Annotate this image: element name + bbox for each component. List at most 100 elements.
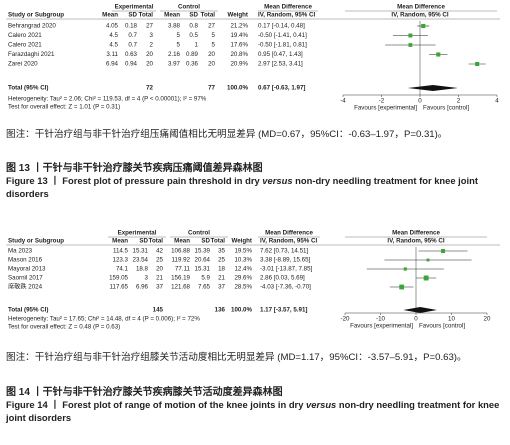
exp-cell: 15.31 xyxy=(133,248,149,255)
overall-effect: Test for overall effect: Z = 1.01 (P = 0… xyxy=(8,104,120,111)
exp-cell: 0.7 xyxy=(128,42,137,49)
ctl-cell: 5 xyxy=(177,32,181,39)
ctl-cell: 0.89 xyxy=(186,51,199,58)
ctl-cell: 77.11 xyxy=(175,266,191,273)
weight-cell: 28.5% xyxy=(234,284,252,291)
exp-cell: 21 xyxy=(156,275,163,282)
md-cell: 3.38 [-8.89, 15.65] xyxy=(260,257,311,264)
heterogeneity: Heterogeneity: Tau² = 17.65; Chi² = 14.4… xyxy=(8,316,200,323)
caption-part: non-dry needling treatment for knee join… xyxy=(6,399,500,423)
effect-square xyxy=(408,33,413,38)
weight-cell: 21.2% xyxy=(230,23,248,30)
total-n: 145 xyxy=(153,307,164,314)
heterogeneity: Heterogeneity: Tau² = 2.06; Chi² = 119.5… xyxy=(8,96,207,103)
weight-cell: 12.4% xyxy=(234,266,252,273)
effect-square xyxy=(475,61,480,67)
ctl-cell: 121.68 xyxy=(171,284,190,291)
total-label: Total (95% CI) xyxy=(8,307,48,314)
study-name: Ma 2023 xyxy=(8,248,33,255)
caption-part: Figure 13 丨 Forest plot of pressure pain… xyxy=(6,175,263,186)
group-header: Mean Difference xyxy=(264,4,312,11)
study-name: Mason 2016 xyxy=(8,257,43,264)
caption-part: versus xyxy=(306,399,337,410)
ctl-cell: 1 xyxy=(195,42,199,49)
ctl-cell: 21 xyxy=(218,275,225,282)
figure-note: 图注：干针治疗组与非干针治疗组压痛阈值相比无明显差异 (MD=0.67，95%C… xyxy=(6,129,448,140)
ctl-cell: 156.19 xyxy=(171,275,190,282)
group-header: Mean Difference xyxy=(397,4,445,11)
weight-cell: 20.9% xyxy=(230,61,248,68)
column-header: Study or Subgroup xyxy=(8,238,64,245)
exp-cell: 4.5 xyxy=(109,32,118,39)
column-header: Total xyxy=(211,238,226,245)
column-header: IV, Random, 95% CI xyxy=(258,12,315,19)
column-header: Mean xyxy=(164,12,180,19)
effect-square xyxy=(426,258,430,262)
weight-cell: 17.6% xyxy=(230,42,248,49)
column-header: SD xyxy=(201,238,210,245)
column-header: IV, Random, 95% CI xyxy=(387,238,444,245)
exp-cell: 0.7 xyxy=(128,32,137,39)
study-name: 席敬跌 2024 xyxy=(8,283,43,291)
effect-square xyxy=(403,267,407,271)
effect-square xyxy=(399,284,405,290)
favours-label: Favours [experimental] xyxy=(354,105,417,112)
exp-cell: 74.1 xyxy=(116,266,129,273)
column-header: Mean xyxy=(174,238,190,245)
column-header: Total xyxy=(149,238,164,245)
column-header: Weight xyxy=(231,238,252,245)
exp-cell: 18.8 xyxy=(136,266,149,273)
md-cell: -0.50 [-1.81, 0.81] xyxy=(258,42,307,49)
ctl-cell: 15.39 xyxy=(195,248,211,255)
exp-cell: 20 xyxy=(156,266,163,273)
md-cell: -3.01 [-13.87, 7.85] xyxy=(260,266,313,273)
exp-cell: 23.54 xyxy=(133,257,149,264)
effect-square xyxy=(436,52,441,57)
ctl-cell: 0.5 xyxy=(189,32,198,39)
column-header: Total xyxy=(139,12,154,19)
figure-note: 图注：干针治疗组与非干针治疗组膝关节活动度相比无明显差异 (MD=1.17，95… xyxy=(6,352,467,363)
weight-cell: 20.8% xyxy=(230,51,248,58)
x-tick-label: 0 xyxy=(418,98,422,105)
study-name: Zarei 2020 xyxy=(8,61,38,68)
overall-effect: Test for overall effect: Z = 0.48 (P = 0… xyxy=(8,324,120,331)
study-name: Saornil 2017 xyxy=(8,275,43,282)
x-tick-label: 20 xyxy=(484,316,491,323)
ctl-cell: 5 xyxy=(212,32,216,39)
exp-cell: 37 xyxy=(156,284,163,291)
exp-cell: 25 xyxy=(156,257,163,264)
exp-cell: 6.96 xyxy=(136,284,149,291)
x-tick-label: -20 xyxy=(341,316,351,323)
ctl-cell: 5.9 xyxy=(201,275,210,282)
total-md: 1.17 [-3.57, 5.91] xyxy=(260,307,307,314)
weight-cell: 29.6% xyxy=(234,275,252,282)
ctl-cell: 119.92 xyxy=(172,257,191,264)
favours-label: Favours [control] xyxy=(419,323,465,330)
caption-part: Figure 14 丨 Forest plot of range of moti… xyxy=(6,399,307,410)
exp-cell: 4.05 xyxy=(106,23,119,30)
group-header: Experimental xyxy=(115,4,154,11)
total-n: 77 xyxy=(208,85,215,92)
group-header: Mean Difference xyxy=(265,230,313,237)
column-header: SD xyxy=(189,12,198,19)
exp-cell: 27 xyxy=(146,23,153,30)
exp-cell: 3 xyxy=(150,32,154,39)
figure-caption-en: Figure 14 丨 Forest plot of range of moti… xyxy=(6,399,504,424)
figure-caption-en: Figure 13 丨 Forest plot of pressure pain… xyxy=(6,175,504,200)
exp-cell: 114.5 xyxy=(113,248,129,255)
ctl-cell: 35 xyxy=(218,248,225,255)
ctl-cell: 37 xyxy=(218,284,225,291)
ctl-cell: 20 xyxy=(208,51,215,58)
column-header: Mean xyxy=(102,12,118,19)
figure-caption-cn: 图 14 丨干针与非干针治疗膝关节疾病膝关节活动度差异森林图 xyxy=(6,387,283,398)
ctl-cell: 15.31 xyxy=(195,266,211,273)
caption-part: versus xyxy=(262,175,293,186)
exp-cell: 0.63 xyxy=(125,51,138,58)
md-cell: 7.62 [0.73, 14.51] xyxy=(260,248,308,255)
column-header: Weight xyxy=(227,12,248,19)
md-cell: 0.95 [0.47, 1.43] xyxy=(258,51,303,58)
group-header: Mean Difference xyxy=(392,230,440,237)
favours-label: Favours [experimental] xyxy=(350,323,413,330)
ctl-cell: 20 xyxy=(208,61,215,68)
